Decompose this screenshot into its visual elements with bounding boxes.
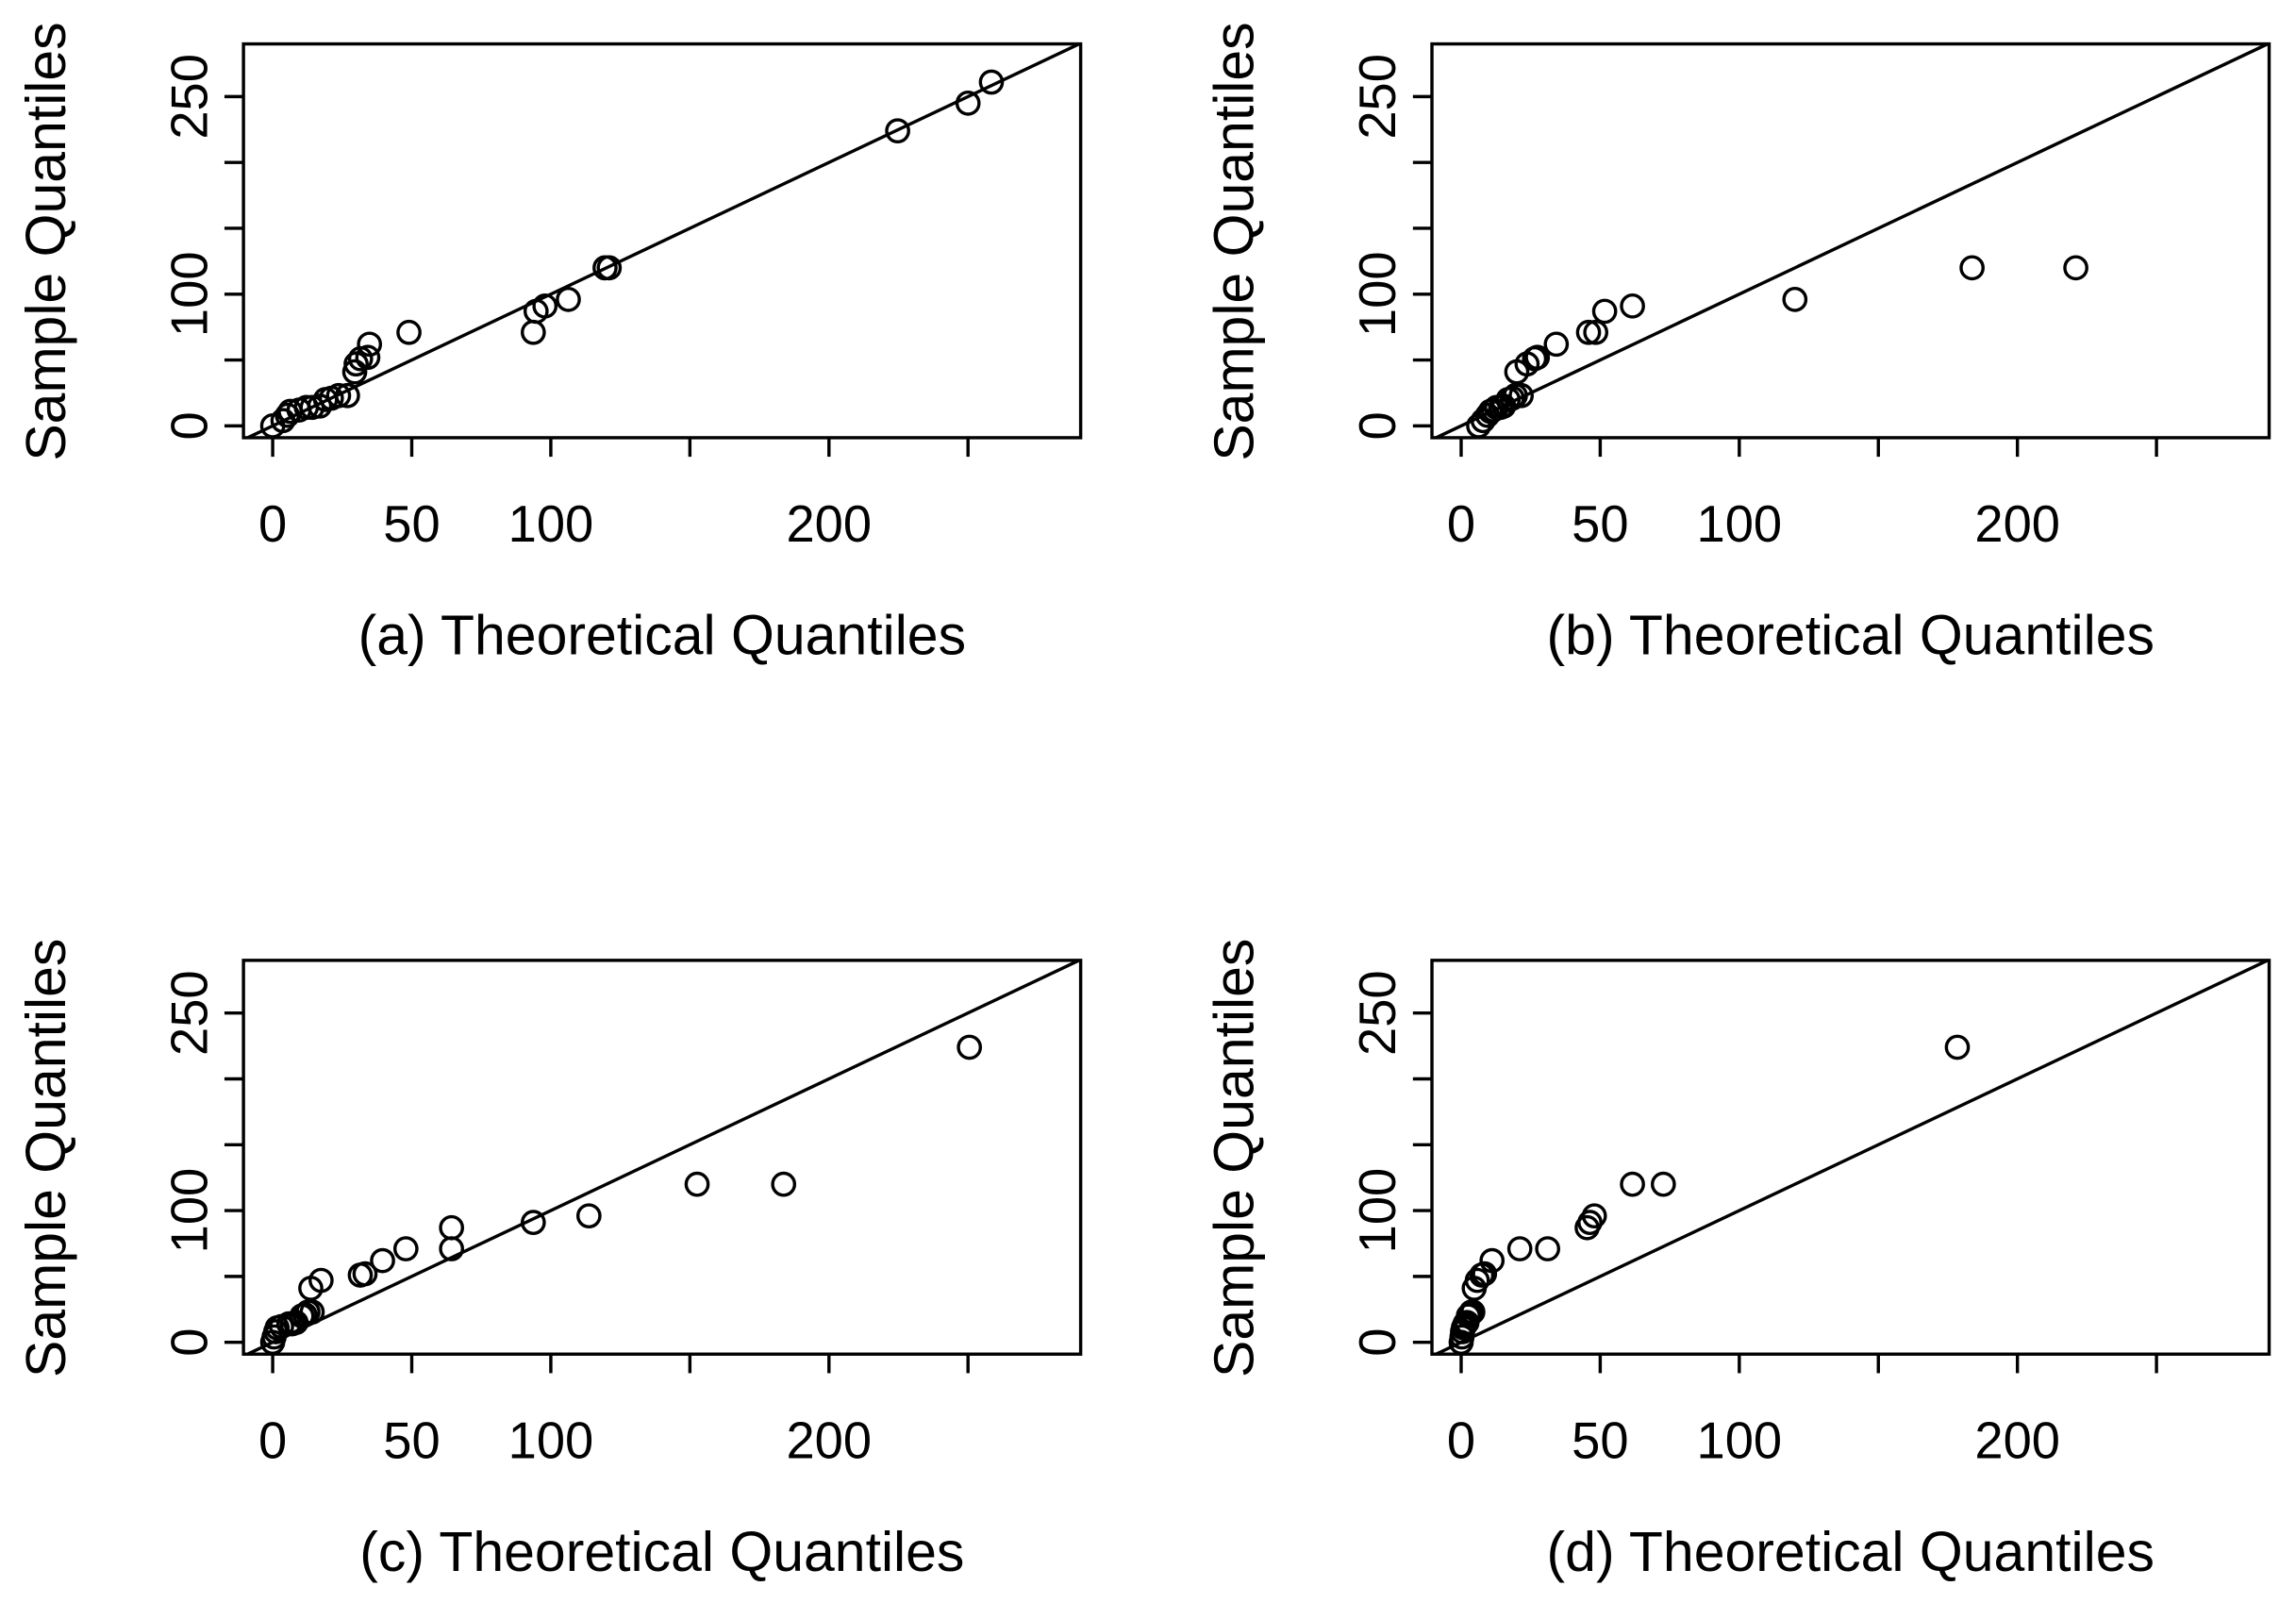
data-point xyxy=(1620,292,1645,319)
x-axis-title: (a) Theoretical Quantiles xyxy=(358,606,966,667)
data-point xyxy=(1591,298,1618,325)
data-point xyxy=(957,1034,983,1060)
panel-a: 0 50 100 200 0 100 250 (a) Theoretical Quantil… xyxy=(16,22,1083,667)
y-axis-title: Sample Quantiles xyxy=(16,939,77,1378)
data-point xyxy=(955,91,981,116)
data-point xyxy=(684,1171,710,1197)
data-point xyxy=(392,1236,419,1261)
plot-frame xyxy=(1430,42,2271,440)
data-point xyxy=(1506,1236,1533,1261)
x-tick-label: 100 xyxy=(508,1411,594,1469)
x-tick-label: 100 xyxy=(1697,495,1783,553)
data-point xyxy=(1508,382,1535,409)
y-tick-label: 100 xyxy=(160,251,218,337)
data-point xyxy=(1464,1267,1490,1294)
x-tick-label: 0 xyxy=(258,1411,287,1469)
data-point xyxy=(335,382,360,409)
data-point xyxy=(1535,1236,1561,1261)
data-point xyxy=(1543,331,1570,358)
reference-line xyxy=(1435,959,2269,1356)
plot-area-a: 0 50 100 200 0 100 250 xyxy=(160,42,1083,553)
data-point xyxy=(556,287,581,312)
x-tick-label: 50 xyxy=(1572,1411,1628,1469)
data-point xyxy=(771,1171,797,1197)
plot-frame xyxy=(241,959,1083,1356)
data-point xyxy=(1479,1247,1506,1274)
data-point xyxy=(1524,344,1551,371)
y-axis-title: Sample Quantiles xyxy=(1205,22,1266,460)
data-point xyxy=(1583,319,1609,345)
y-axis-title: Sample Quantiles xyxy=(1205,939,1266,1378)
data-point xyxy=(1620,1171,1645,1197)
x-axis-title: (c) Theoretical Quantiles xyxy=(359,1522,964,1583)
x-tick-label: 0 xyxy=(258,495,287,553)
x-tick-label: 50 xyxy=(383,495,440,553)
reference-line xyxy=(246,959,1080,1356)
data-point xyxy=(1959,255,1985,281)
y-tick-label: 250 xyxy=(160,54,218,140)
x-tick-label: 100 xyxy=(508,495,594,553)
panel-c: 0 50 100 200 0 100 250 (c) Theoretical Quantil… xyxy=(16,939,1083,1583)
data-point xyxy=(357,331,383,358)
data-point xyxy=(1575,319,1602,345)
data-point xyxy=(355,344,381,371)
data-point xyxy=(1460,1299,1486,1325)
plot-area-b: 0 50 100 200 0 100 250 xyxy=(1349,42,2271,553)
data-point xyxy=(299,1299,325,1325)
x-tick-label: 200 xyxy=(786,1411,872,1469)
x-tick-label: 0 xyxy=(1447,495,1475,553)
x-tick-label: 200 xyxy=(786,495,872,553)
data-point xyxy=(1944,1034,1971,1060)
plot-area-d: 0 50 100 200 0 100 250 xyxy=(1349,959,2271,1469)
y-tick-label: 0 xyxy=(1349,411,1406,440)
panel-d: 0 50 100 200 0 100 250 (d) Theoretical Quantil… xyxy=(1205,939,2271,1583)
reference-line xyxy=(1435,42,2269,440)
data-point xyxy=(1581,1203,1607,1229)
data-point xyxy=(1577,1210,1603,1235)
data-point xyxy=(325,382,352,409)
x-tick-label: 200 xyxy=(1974,495,2060,553)
data-point xyxy=(521,1210,546,1235)
y-tick-label: 250 xyxy=(160,970,218,1056)
x-tick-label: 0 xyxy=(1447,1411,1475,1469)
x-tick-label: 200 xyxy=(1974,1411,2060,1469)
plot-frame xyxy=(241,42,1083,440)
x-tick-label: 50 xyxy=(383,1411,440,1469)
data-point xyxy=(885,118,910,144)
y-axis-title: Sample Quantiles xyxy=(16,22,77,460)
x-axis-title: (b) Theoretical Quantiles xyxy=(1547,606,2155,667)
data-point xyxy=(1782,287,1808,312)
plot-frame xyxy=(1430,959,2271,1356)
y-tick-label: 100 xyxy=(160,1168,218,1254)
y-tick-label: 0 xyxy=(160,1328,218,1357)
data-point xyxy=(352,1261,378,1287)
y-tick-label: 0 xyxy=(160,411,218,440)
data-point xyxy=(308,1267,334,1294)
data-point xyxy=(1472,1261,1498,1287)
x-tick-label: 100 xyxy=(1697,1411,1783,1469)
plot-area-c: 0 50 100 200 0 100 250 xyxy=(160,959,1083,1469)
data-point xyxy=(532,292,558,319)
data-point xyxy=(575,1203,602,1229)
data-point xyxy=(1650,1171,1676,1197)
x-axis-title: (d) Theoretical Quantiles xyxy=(1547,1522,2155,1583)
y-tick-label: 100 xyxy=(1349,1168,1406,1254)
x-tick-label: 50 xyxy=(1572,495,1628,553)
y-tick-label: 100 xyxy=(1349,251,1406,337)
data-point xyxy=(396,319,422,345)
y-tick-label: 0 xyxy=(1349,1328,1406,1357)
y-tick-label: 250 xyxy=(1349,54,1406,140)
y-tick-label: 250 xyxy=(1349,970,1406,1056)
reference-line xyxy=(246,42,1080,440)
data-point xyxy=(439,1214,465,1241)
data-point xyxy=(521,319,546,345)
data-point xyxy=(596,255,623,281)
data-point xyxy=(2063,255,2088,281)
data-point xyxy=(978,69,1005,95)
data-point xyxy=(370,1247,395,1274)
panel-b: 0 50 100 200 0 100 250 (b) Theoretical Quantil… xyxy=(1205,22,2271,667)
